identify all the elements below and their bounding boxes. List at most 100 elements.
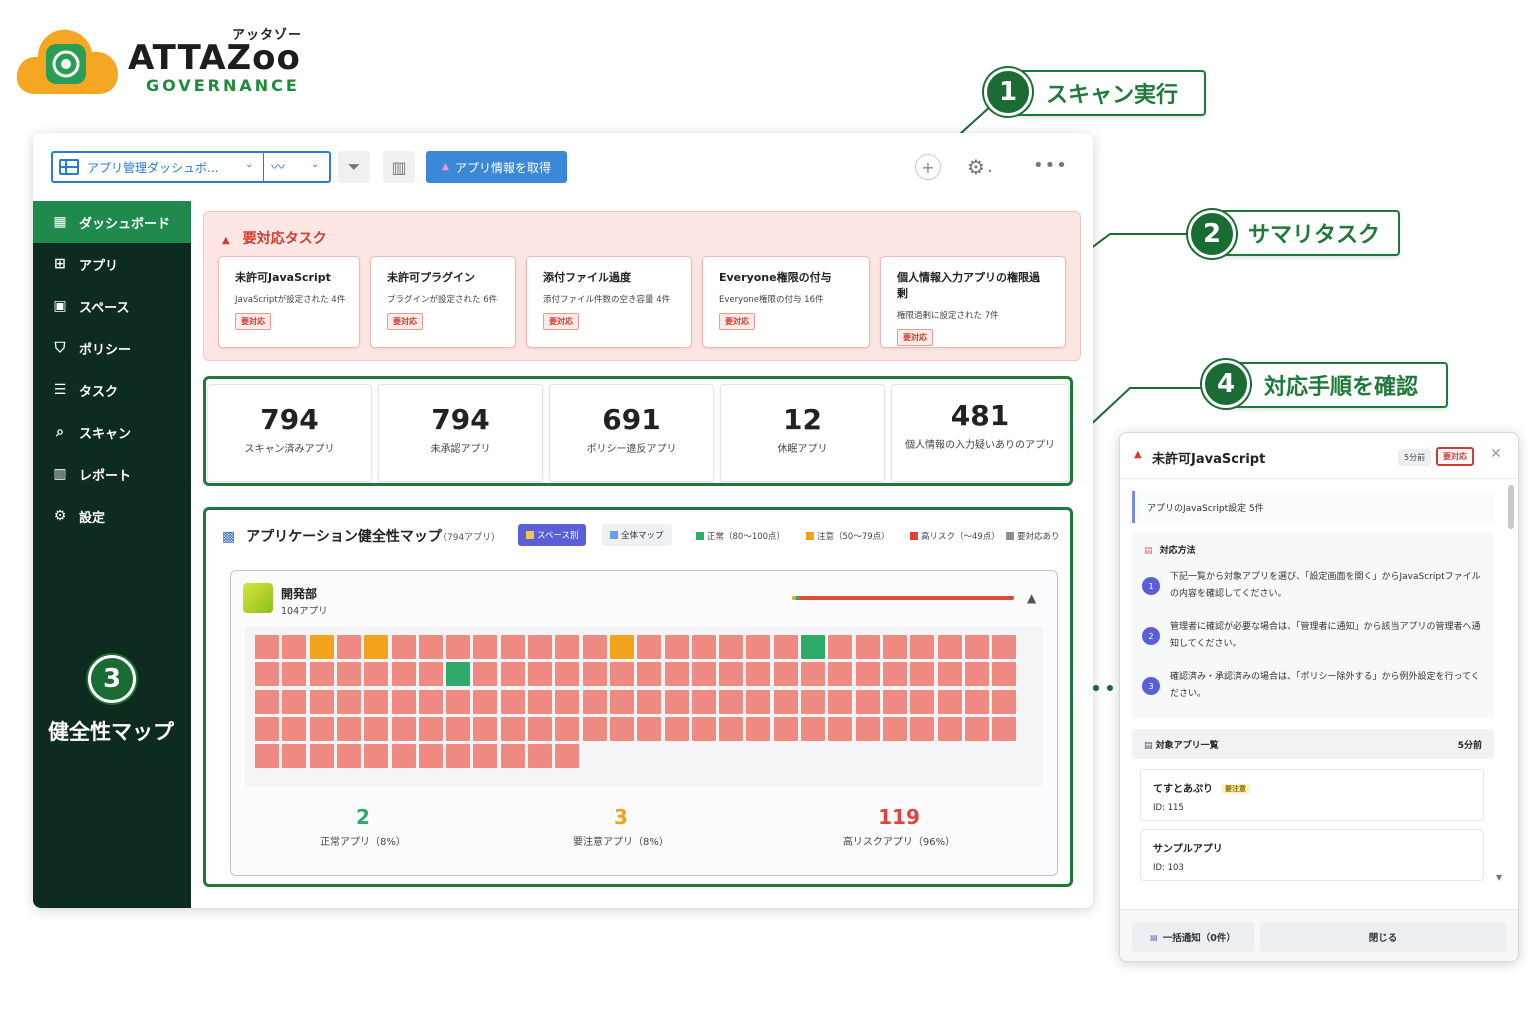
sidebar-item-6[interactable]: ▥ レポート	[33, 453, 191, 495]
collapse-icon[interactable]: ▲	[1027, 591, 1037, 605]
add-button[interactable]: +	[915, 154, 941, 180]
app-cell-high-risk[interactable]	[637, 635, 661, 659]
filter-button[interactable]: ⏷	[338, 151, 370, 183]
app-cell-high-risk[interactable]	[364, 717, 388, 741]
app-cell-high-risk[interactable]	[337, 662, 361, 686]
app-cell-high-risk[interactable]	[992, 662, 1016, 686]
app-cell-high-risk[interactable]	[665, 717, 689, 741]
app-cell-high-risk[interactable]	[719, 690, 743, 714]
close-icon[interactable]: ✕	[1490, 446, 1502, 462]
app-cell-high-risk[interactable]	[419, 690, 443, 714]
app-cell-high-risk[interactable]	[364, 662, 388, 686]
app-cell-high-risk[interactable]	[364, 744, 388, 768]
app-cell-high-risk[interactable]	[856, 690, 880, 714]
app-cell-high-risk[interactable]	[746, 662, 770, 686]
task-card[interactable]: 未許可プラグイン プラグインが設定された 6件 要対応	[370, 256, 516, 348]
sidebar-item-0[interactable]: ▦ ダッシュボード	[33, 201, 191, 243]
app-cell-high-risk[interactable]	[610, 662, 634, 686]
app-cell-high-risk[interactable]	[255, 635, 279, 659]
app-cell-high-risk[interactable]	[528, 635, 552, 659]
app-cell-high-risk[interactable]	[665, 690, 689, 714]
app-cell-high-risk[interactable]	[392, 690, 416, 714]
app-cell-high-risk[interactable]	[337, 690, 361, 714]
scroll-down-icon[interactable]: ▼	[1496, 873, 1503, 882]
app-cell-high-risk[interactable]	[528, 717, 552, 741]
app-cell-high-risk[interactable]	[938, 690, 962, 714]
app-cell-caution[interactable]	[364, 635, 388, 659]
app-cell-high-risk[interactable]	[801, 690, 825, 714]
app-cell-high-risk[interactable]	[692, 717, 716, 741]
app-cell-high-risk[interactable]	[883, 662, 907, 686]
app-cell-high-risk[interactable]	[801, 662, 825, 686]
sidebar-item-5[interactable]: ⌕ スキャン	[33, 411, 191, 453]
app-cell-high-risk[interactable]	[938, 635, 962, 659]
app-cell-high-risk[interactable]	[992, 635, 1016, 659]
chip-all-map[interactable]: 全体マップ	[602, 524, 672, 546]
app-cell-high-risk[interactable]	[856, 717, 880, 741]
chart-button[interactable]: ▥	[383, 151, 415, 183]
app-cell-high-risk[interactable]	[828, 662, 852, 686]
task-card[interactable]: 未許可JavaScript JavaScriptが設定された 4件 要対応	[218, 256, 360, 348]
app-cell-high-risk[interactable]	[501, 717, 525, 741]
app-cell-high-risk[interactable]	[473, 635, 497, 659]
app-cell-high-risk[interactable]	[528, 690, 552, 714]
app-cell-high-risk[interactable]	[965, 635, 989, 659]
app-cell-high-risk[interactable]	[665, 635, 689, 659]
app-cell-high-risk[interactable]	[665, 662, 689, 686]
app-cell-high-risk[interactable]	[310, 717, 334, 741]
stat-card[interactable]: 691 ポリシー違反アプリ	[549, 384, 714, 482]
app-cell-high-risk[interactable]	[419, 662, 443, 686]
chevron-down-icon[interactable]: ⌄	[311, 159, 320, 170]
app-cell-high-risk[interactable]	[774, 662, 798, 686]
app-cell-high-risk[interactable]	[392, 635, 416, 659]
stat-card[interactable]: 794 スキャン済みアプリ	[207, 384, 372, 482]
app-cell-high-risk[interactable]	[610, 690, 634, 714]
app-cell-high-risk[interactable]	[528, 744, 552, 768]
app-cell-high-risk[interactable]	[965, 717, 989, 741]
app-cell-high-risk[interactable]	[746, 717, 770, 741]
app-cell-high-risk[interactable]	[719, 635, 743, 659]
app-cell-high-risk[interactable]	[473, 690, 497, 714]
graph-icon[interactable]: 〰	[271, 160, 285, 176]
app-cell-high-risk[interactable]	[583, 717, 607, 741]
app-cell-high-risk[interactable]	[883, 717, 907, 741]
stat-card[interactable]: 794 未承認アプリ	[378, 384, 543, 482]
view-selector[interactable]: アプリ管理ダッシュボ... ⌄ 〰 ⌄	[51, 151, 331, 183]
app-cell-high-risk[interactable]	[774, 635, 798, 659]
app-cell-high-risk[interactable]	[774, 717, 798, 741]
app-cell-high-risk[interactable]	[337, 717, 361, 741]
app-cell-high-risk[interactable]	[419, 717, 443, 741]
app-cell-high-risk[interactable]	[774, 690, 798, 714]
app-cell-high-risk[interactable]	[419, 635, 443, 659]
app-cell-high-risk[interactable]	[883, 690, 907, 714]
app-cell-high-risk[interactable]	[883, 635, 907, 659]
app-cell-high-risk[interactable]	[692, 662, 716, 686]
sidebar-item-1[interactable]: ⊞ アプリ	[33, 243, 191, 285]
app-cell-high-risk[interactable]	[501, 662, 525, 686]
app-cell-high-risk[interactable]	[282, 690, 306, 714]
app-cell-high-risk[interactable]	[583, 690, 607, 714]
app-cell-high-risk[interactable]	[473, 744, 497, 768]
app-cell-high-risk[interactable]	[746, 635, 770, 659]
settings-button[interactable]: ⚙ •	[967, 155, 993, 179]
app-cell-high-risk[interactable]	[337, 635, 361, 659]
app-cell-caution[interactable]	[310, 635, 334, 659]
app-cell-high-risk[interactable]	[255, 717, 279, 741]
more-button[interactable]: •••	[1033, 155, 1068, 176]
close-panel-button[interactable]: 閉じる	[1260, 922, 1506, 952]
app-cell-high-risk[interactable]	[419, 744, 443, 768]
app-cell-high-risk[interactable]	[446, 744, 470, 768]
app-cell-high-risk[interactable]	[255, 744, 279, 768]
app-cell-high-risk[interactable]	[583, 635, 607, 659]
app-cell-high-risk[interactable]	[282, 717, 306, 741]
app-cell-high-risk[interactable]	[692, 690, 716, 714]
app-cell-high-risk[interactable]	[992, 717, 1016, 741]
app-cell-high-risk[interactable]	[965, 662, 989, 686]
app-cell-normal[interactable]	[801, 635, 825, 659]
app-cell-high-risk[interactable]	[555, 635, 579, 659]
target-app-item[interactable]: てすとあぷり 要注意 ID: 115	[1140, 769, 1484, 821]
app-cell-high-risk[interactable]	[392, 717, 416, 741]
app-cell-high-risk[interactable]	[282, 744, 306, 768]
stat-card[interactable]: 481 個人情報の入力疑いありのアプリ	[891, 384, 1069, 482]
app-cell-high-risk[interactable]	[965, 690, 989, 714]
